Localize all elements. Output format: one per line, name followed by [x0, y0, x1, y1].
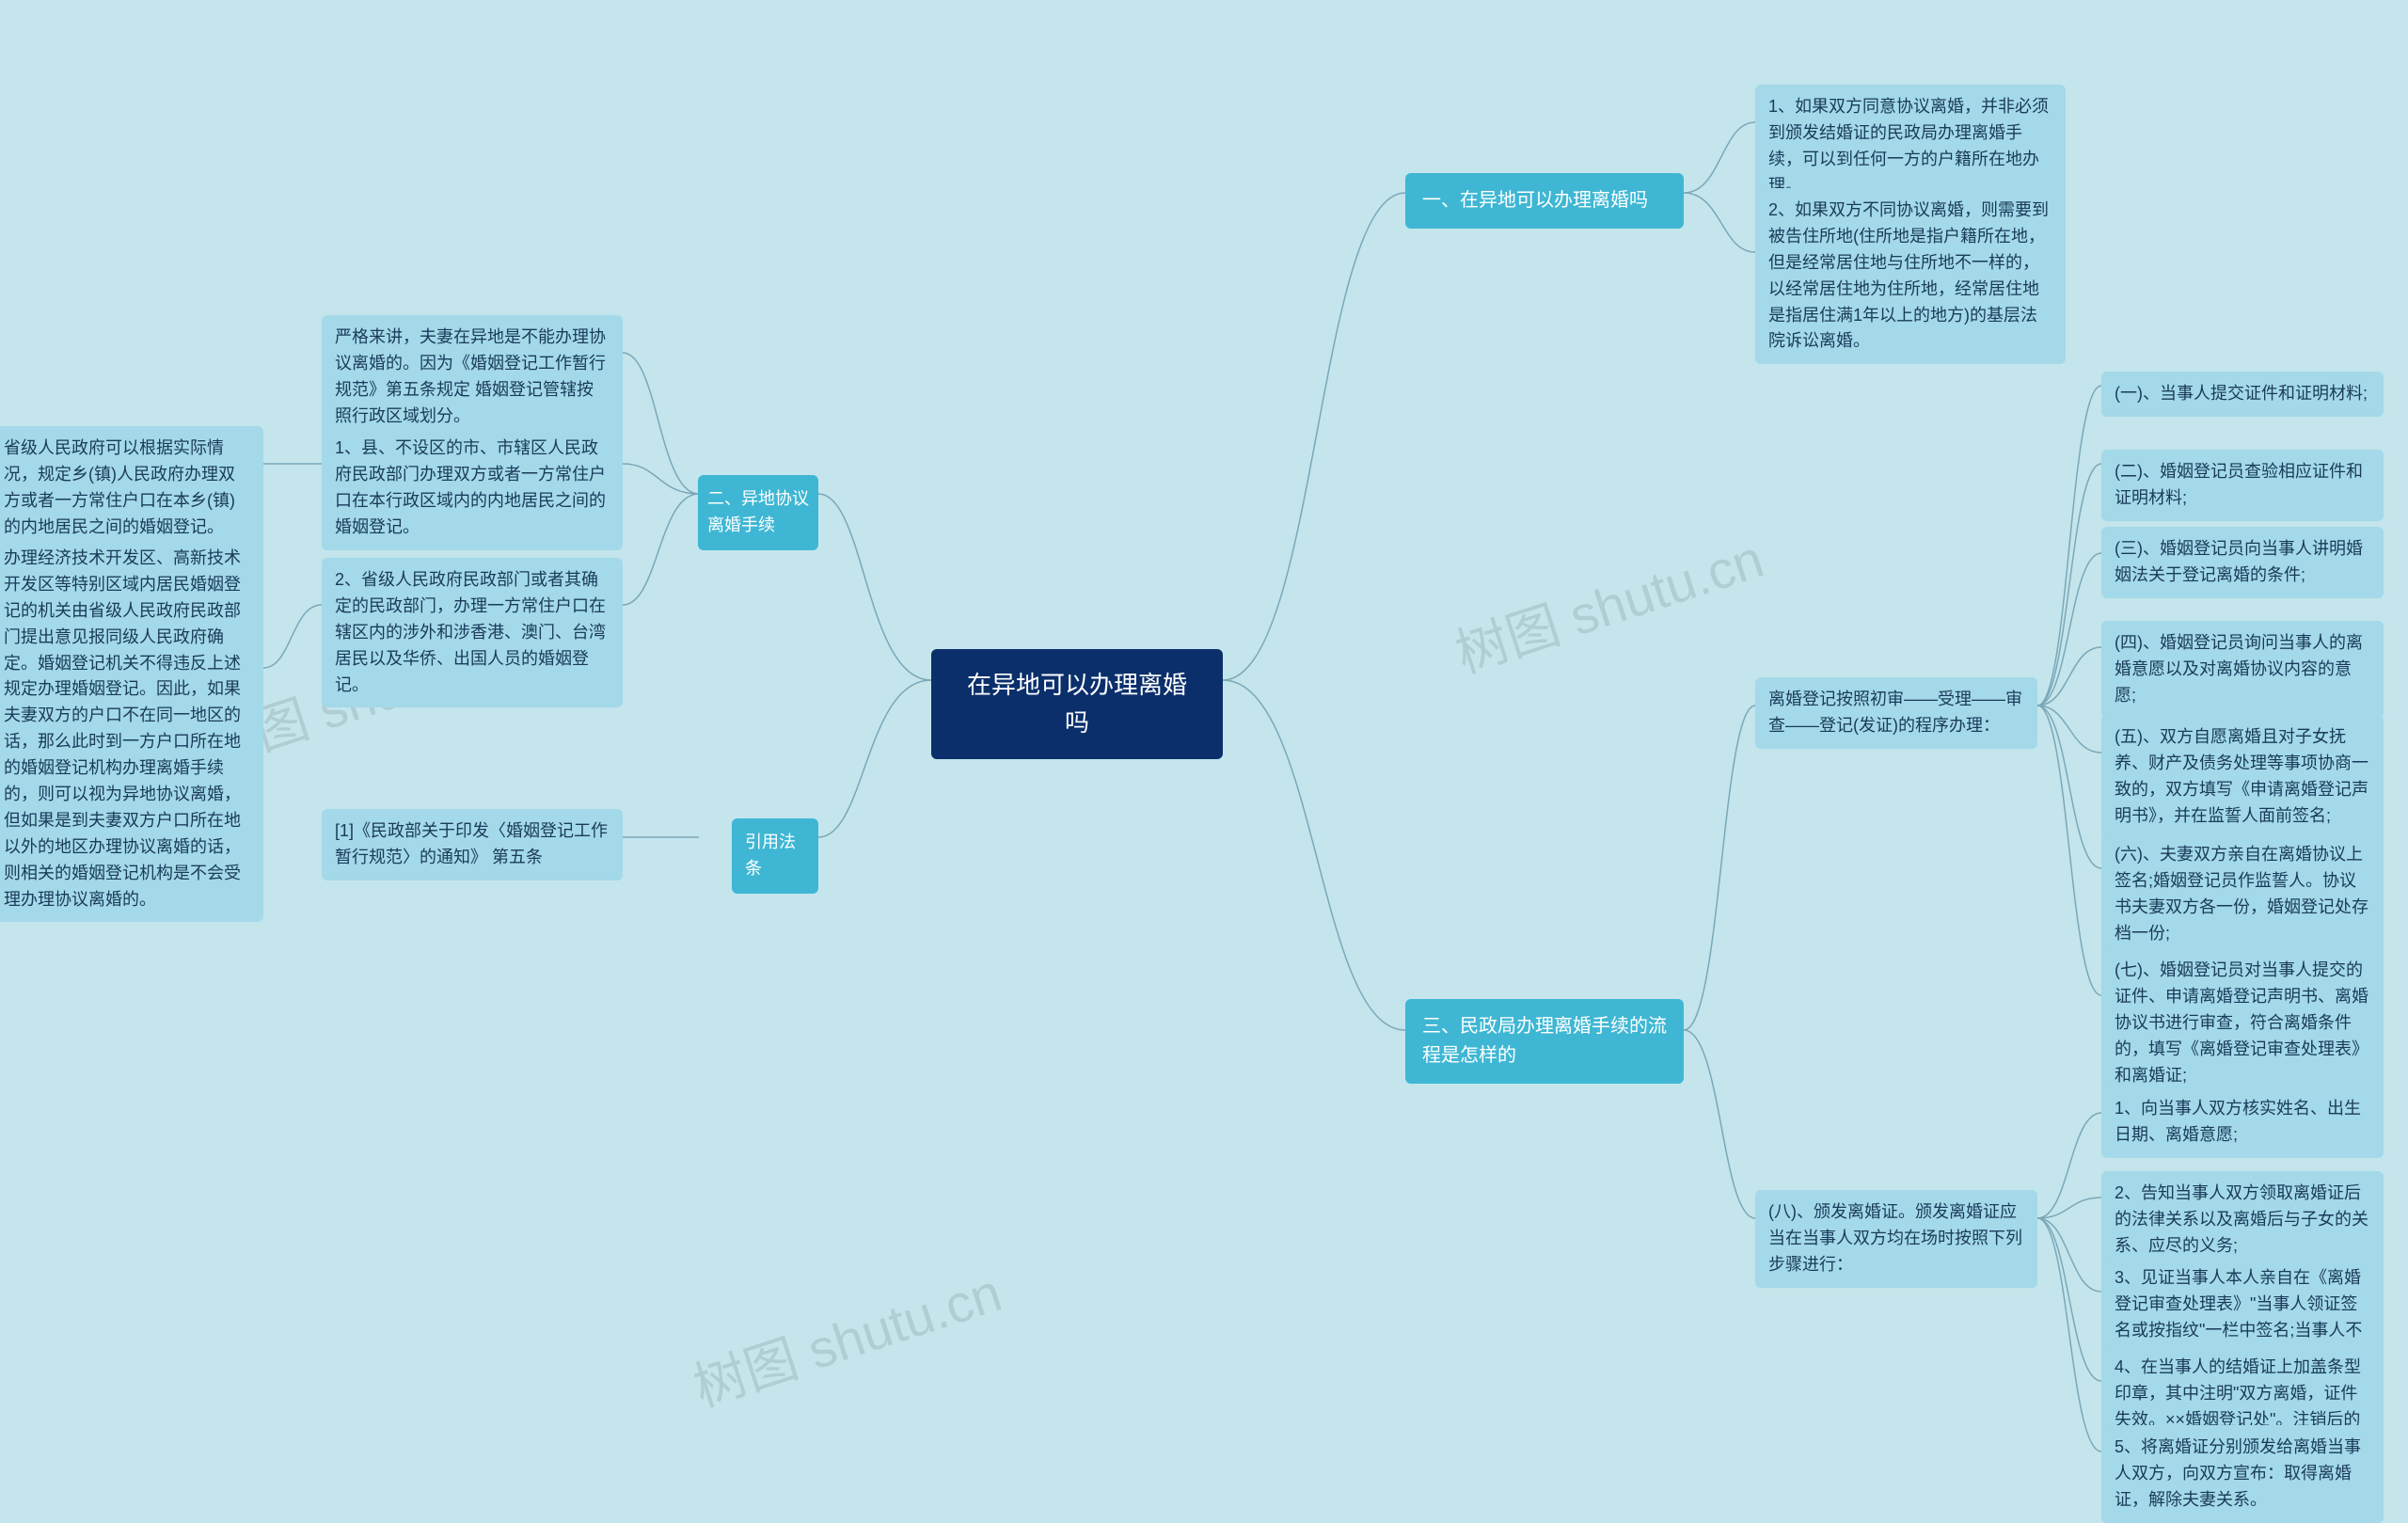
branch-ref: 引用法条 [732, 818, 818, 894]
branch-r3-c2-1: 1、向当事人双方核实姓名、出生日期、离婚意愿; [2101, 1087, 2384, 1158]
branch-r3-c2: (八)、颁发离婚证。颁发离婚证应当在当事人双方均在场时按照下列步骤进行： [1755, 1190, 2037, 1288]
branch-l2-c2: 1、县、不设区的市、市辖区人民政府民政部门办理双方或者一方常住户口在本行政区域内… [322, 426, 623, 550]
branch-r3: 三、民政局办理离婚手续的流程是怎样的 [1405, 999, 1684, 1084]
watermark: 树图 shutu.cn [1445, 517, 1772, 689]
branch-r3-c1: 离婚登记按照初审——受理——审查——登记(发证)的程序办理： [1755, 677, 2037, 749]
branch-r1: 一、在异地可以办理离婚吗 [1405, 173, 1684, 229]
branch-r1-c2: 2、如果双方不同协议离婚，则需要到被告住所地(住所地是指户籍所在地，但是经常居住… [1755, 188, 2066, 364]
branch-r3-c2-2: 2、告知当事人双方领取离婚证后的法律关系以及离婚后与子女的关系、应尽的义务; [2101, 1171, 2384, 1269]
watermark: 树图 shutu.cn [683, 1251, 1010, 1422]
branch-r3-c1-2: (二)、婚姻登记员查验相应证件和证明材料; [2101, 450, 2384, 521]
branch-r3-c1-3: (三)、婚姻登记员向当事人讲明婚姻法关于登记离婚的条件; [2101, 527, 2384, 598]
branch-r3-c1-7: (七)、婚姻登记员对当事人提交的证件、申请离婚登记声明书、离婚协议书进行审查，符… [2101, 948, 2384, 1098]
branch-l2: 二、异地协议离婚手续 [698, 475, 818, 550]
branch-r3-c1-4: (四)、婚姻登记员询问当事人的离婚意愿以及对离婚协议内容的意愿; [2101, 621, 2384, 719]
branch-l2-c3-1: 办理经济技术开发区、高新技术开发区等特别区域内居民婚姻登记的机关由省级人民政府民… [0, 536, 263, 922]
branch-r3-c1-1: (一)、当事人提交证件和证明材料; [2101, 372, 2384, 417]
root-node: 在异地可以办理离婚吗 [931, 649, 1223, 759]
branch-l2-c3: 2、省级人民政府民政部门或者其确定的民政部门，办理一方常住户口在辖区内的涉外和涉… [322, 558, 623, 707]
branch-r3-c1-6: (六)、夫妻双方亲自在离婚协议上签名;婚姻登记员作监誓人。协议书夫妻双方各一份，… [2101, 833, 2384, 957]
branch-l2-c1: 严格来讲，夫妻在异地是不能办理协议离婚的。因为《婚姻登记工作暂行规范》第五条规定… [322, 315, 623, 439]
branch-r3-c1-5: (五)、双方自愿离婚且对子女抚养、财产及债务处理等事项协商一致的，双方填写《申请… [2101, 715, 2384, 839]
branch-l2-c2-1: 省级人民政府可以根据实际情况，规定乡(镇)人民政府办理双方或者一方常住户口在本乡… [0, 426, 263, 550]
branch-ref-c1: [1]《民政部关于印发〈婚姻登记工作暂行规范〉的通知》 第五条 [322, 809, 623, 880]
